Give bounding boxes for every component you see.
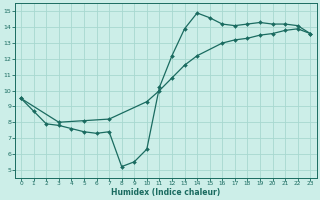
X-axis label: Humidex (Indice chaleur): Humidex (Indice chaleur) — [111, 188, 220, 197]
